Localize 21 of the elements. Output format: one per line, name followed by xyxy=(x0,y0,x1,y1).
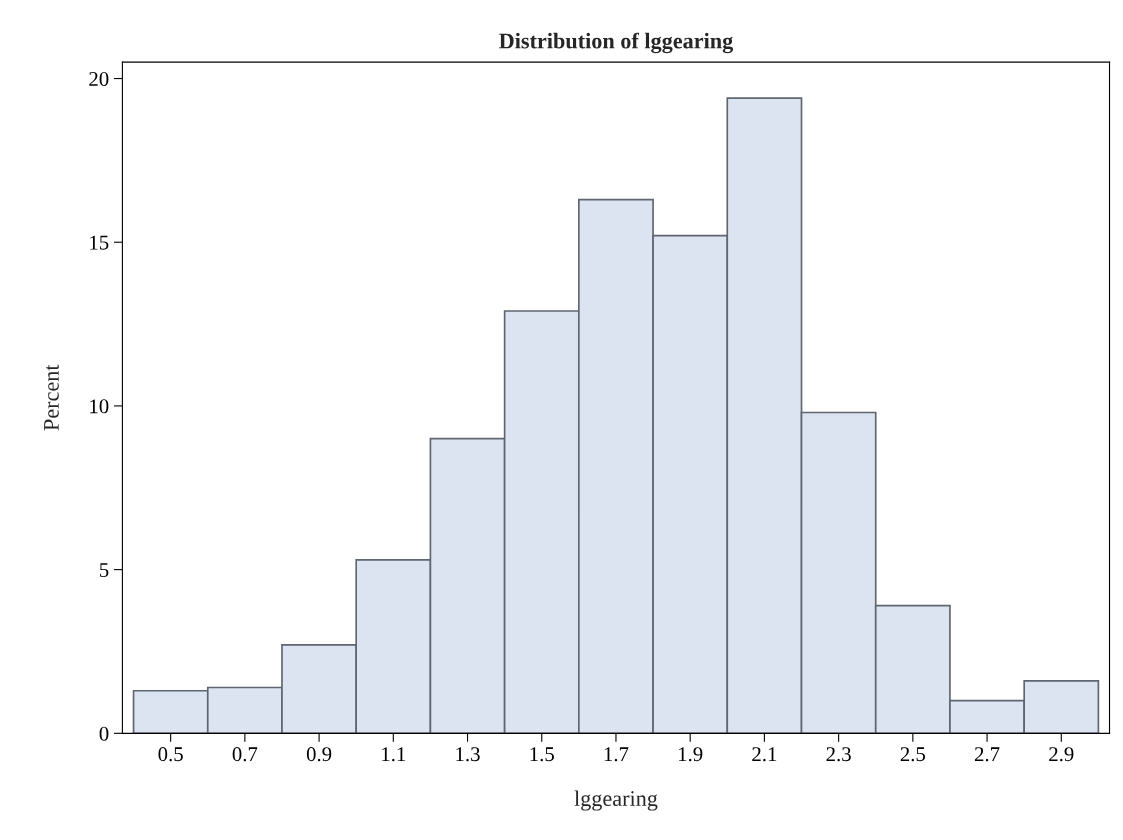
y-tick-label: 10 xyxy=(90,399,109,414)
x-tick-label: 2.1 xyxy=(752,747,777,762)
x-tick-label: 2.7 xyxy=(974,747,1000,762)
x-tick-label: 1.1 xyxy=(382,747,406,762)
y-tick-label: 20 xyxy=(89,71,109,86)
y-tick-label: 5 xyxy=(100,563,109,578)
x-tick-label: 1.7 xyxy=(604,747,629,762)
x-tick-label: 1.5 xyxy=(530,747,554,762)
x-tick-label: 0.5 xyxy=(158,747,183,762)
x-tick-label: 2.5 xyxy=(900,747,926,762)
x-tick-label: 1.9 xyxy=(679,747,703,762)
x-tick-label: 2.9 xyxy=(1049,747,1074,762)
x-tick-label: 0.9 xyxy=(306,747,332,762)
chart-title: Distribution of lggearing xyxy=(499,32,734,54)
x-tick-label: 1.3 xyxy=(456,747,480,762)
x-tick-label: 2.3 xyxy=(826,747,851,762)
x-axis-title: lggearing xyxy=(574,790,658,811)
y-tick-label: 15 xyxy=(90,235,109,250)
y-axis-title: Percent xyxy=(44,364,59,431)
y-tick-label: 0 xyxy=(99,726,109,741)
x-tick-label: 0.7 xyxy=(232,747,258,762)
